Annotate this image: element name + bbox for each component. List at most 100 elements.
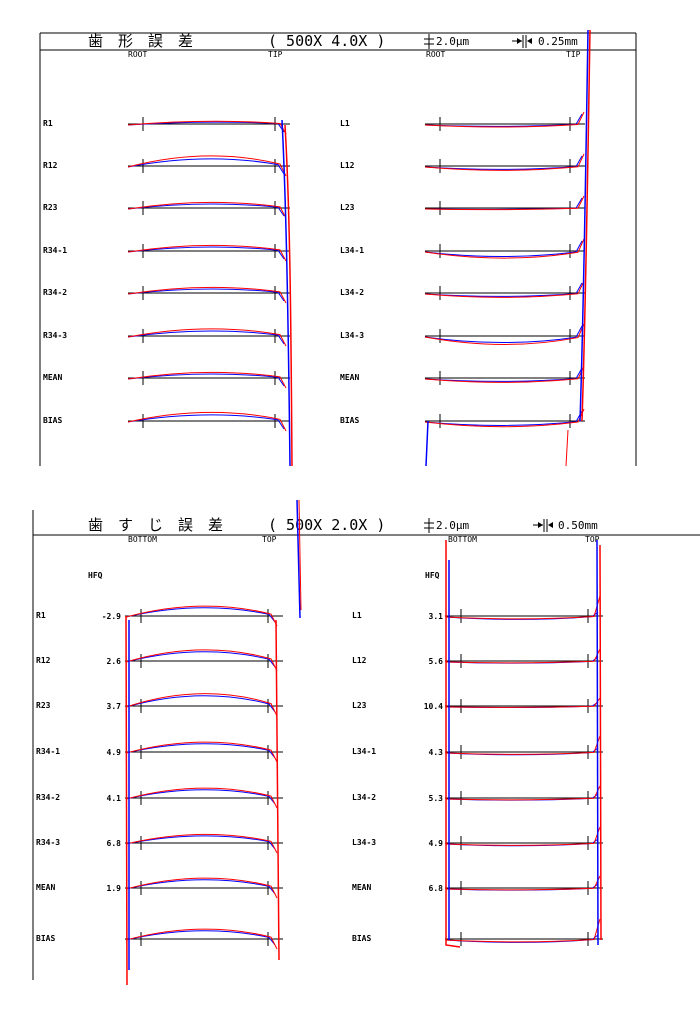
profile-error-chart: 歯 形 誤 差 ( 500X 4.0X ) 2.0μm 0.25mm ROOT … bbox=[0, 0, 700, 500]
left-trace-blue bbox=[127, 330, 285, 345]
right-tip-trace-red bbox=[581, 29, 591, 422]
right-trace-red bbox=[424, 153, 585, 171]
hfq-value-right: 4.9 bbox=[429, 839, 444, 848]
right-root-trace-blue bbox=[425, 420, 429, 467]
left-trace-red bbox=[127, 155, 287, 177]
left-trace-red bbox=[125, 787, 278, 809]
left-trace-blue bbox=[127, 203, 285, 217]
left-trace-blue bbox=[125, 835, 276, 850]
right-tip-trace-blue bbox=[579, 29, 589, 422]
row-label-right: L34-3 bbox=[352, 838, 376, 847]
hfq-value-right: 4.3 bbox=[429, 748, 444, 757]
hfq-value-left: 4.9 bbox=[107, 748, 122, 757]
left-start-label: ROOT bbox=[128, 50, 147, 59]
left-trace-blue bbox=[127, 373, 285, 387]
right-trace-blue bbox=[424, 282, 583, 297]
lead-error-svg: 歯 す じ 誤 差 ( 500X 2.0X ) 2.0μm 0.50mm BOT… bbox=[32, 500, 700, 986]
right-trace-red bbox=[445, 826, 601, 846]
right-trace-blue bbox=[424, 410, 583, 426]
horizontal-scale-marker bbox=[512, 35, 532, 48]
left-trace-blue bbox=[127, 414, 285, 430]
row-label-left: MEAN bbox=[43, 373, 62, 382]
left-trace-blue bbox=[125, 930, 276, 946]
chart-title: 歯 形 誤 差 bbox=[88, 32, 193, 50]
row-label-right: L34-1 bbox=[340, 246, 364, 255]
row-label-right: MEAN bbox=[352, 883, 371, 892]
lead-rows: R1 -2.9 L1 3.1 R12 2.6 L12 5.6 R23 3.7 L23 10.4 R34-… bbox=[36, 500, 603, 986]
hfq-value-left: 2.6 bbox=[107, 657, 122, 666]
hfq-value-left: 1.9 bbox=[107, 884, 122, 893]
left-trace-red bbox=[127, 201, 287, 219]
hfq-value-right: 3.1 bbox=[429, 612, 444, 621]
left-trace-blue bbox=[127, 288, 285, 302]
row-label-right: L12 bbox=[340, 161, 355, 170]
left-trace-red bbox=[127, 411, 287, 432]
left-trace-blue bbox=[125, 695, 276, 713]
row-label-right: L23 bbox=[352, 701, 367, 710]
row-label-left: R12 bbox=[36, 656, 51, 665]
hfq-value-left: 6.8 bbox=[107, 839, 122, 848]
right-trace-blue bbox=[424, 325, 583, 344]
chart-title: 歯 す じ 誤 差 bbox=[88, 516, 223, 534]
hfq-value-right: 5.3 bbox=[429, 794, 444, 803]
left-top-edge-red bbox=[275, 619, 280, 961]
row-label-left: R34-1 bbox=[43, 246, 67, 255]
left-end-label: TIP bbox=[268, 50, 283, 59]
left-overflow-trace-red bbox=[298, 500, 302, 611]
left-trace-red bbox=[125, 928, 278, 950]
right-trace-blue bbox=[424, 113, 583, 127]
left-trace-red bbox=[125, 741, 278, 763]
right-top-edge-blue bbox=[596, 539, 599, 946]
right-top-edge-red bbox=[599, 544, 602, 941]
row-label-left: R1 bbox=[36, 611, 46, 620]
right-bottom-edge-red bbox=[445, 540, 461, 948]
right-end-label: TIP bbox=[566, 50, 581, 59]
right-trace-red bbox=[445, 918, 601, 943]
left-trace-red bbox=[125, 693, 278, 717]
hfq-value-right: 5.6 bbox=[429, 657, 444, 666]
row-label-left: R34-2 bbox=[36, 793, 60, 802]
right-trace-red bbox=[445, 697, 601, 708]
right-start-label: BOTTOM bbox=[448, 535, 477, 544]
horizontal-scale-label: 0.25mm bbox=[538, 35, 578, 48]
right-trace-red bbox=[424, 408, 585, 428]
hfq-value-right: 10.4 bbox=[424, 702, 443, 711]
row-label-left: R34-3 bbox=[36, 838, 60, 847]
left-start-label: BOTTOM bbox=[128, 535, 157, 544]
left-trace-blue bbox=[125, 607, 276, 623]
row-label-left: BIAS bbox=[43, 416, 62, 425]
hfq-value-left: 3.7 bbox=[107, 702, 122, 711]
lead-error-chart: 歯 す じ 誤 差 ( 500X 2.0X ) 2.0μm 0.50mm BOT… bbox=[0, 500, 700, 1014]
right-trace-blue bbox=[424, 155, 583, 170]
right-end-label: TOP bbox=[585, 535, 600, 544]
left-tip-trace-blue bbox=[281, 119, 291, 467]
row-label-left: R23 bbox=[36, 701, 51, 710]
horizontal-scale-marker bbox=[533, 519, 553, 532]
left-trace-red bbox=[127, 286, 287, 304]
row-label-right: BIAS bbox=[340, 416, 359, 425]
right-trace-blue bbox=[424, 240, 583, 257]
right-trace-red bbox=[445, 735, 601, 755]
left-trace-blue bbox=[125, 879, 276, 895]
row-label-right: L12 bbox=[352, 656, 367, 665]
hfq-value-right: 6.8 bbox=[429, 884, 444, 893]
row-label-left: MEAN bbox=[36, 883, 55, 892]
left-trace-blue bbox=[125, 789, 276, 805]
row-label-right: MEAN bbox=[340, 373, 359, 382]
row-label-right: L23 bbox=[340, 203, 355, 212]
right-trace-red bbox=[445, 595, 601, 620]
magnification-label: ( 500X 2.0X ) bbox=[268, 516, 385, 534]
vertical-scale-marker bbox=[424, 34, 434, 49]
vertical-scale-marker bbox=[424, 518, 434, 533]
right-bias-trace-red bbox=[565, 429, 569, 467]
row-label-left: R34-2 bbox=[43, 288, 67, 297]
left-bottom-edge-red bbox=[125, 615, 128, 986]
left-trace-red bbox=[125, 833, 278, 854]
left-trace-red bbox=[127, 120, 287, 135]
row-label-right: L34-2 bbox=[340, 288, 364, 297]
right-trace-red bbox=[424, 195, 585, 211]
right-trace-red bbox=[445, 648, 601, 664]
right-trace-red bbox=[424, 323, 585, 345]
left-trace-red bbox=[127, 328, 287, 347]
left-trace-blue bbox=[125, 743, 276, 759]
